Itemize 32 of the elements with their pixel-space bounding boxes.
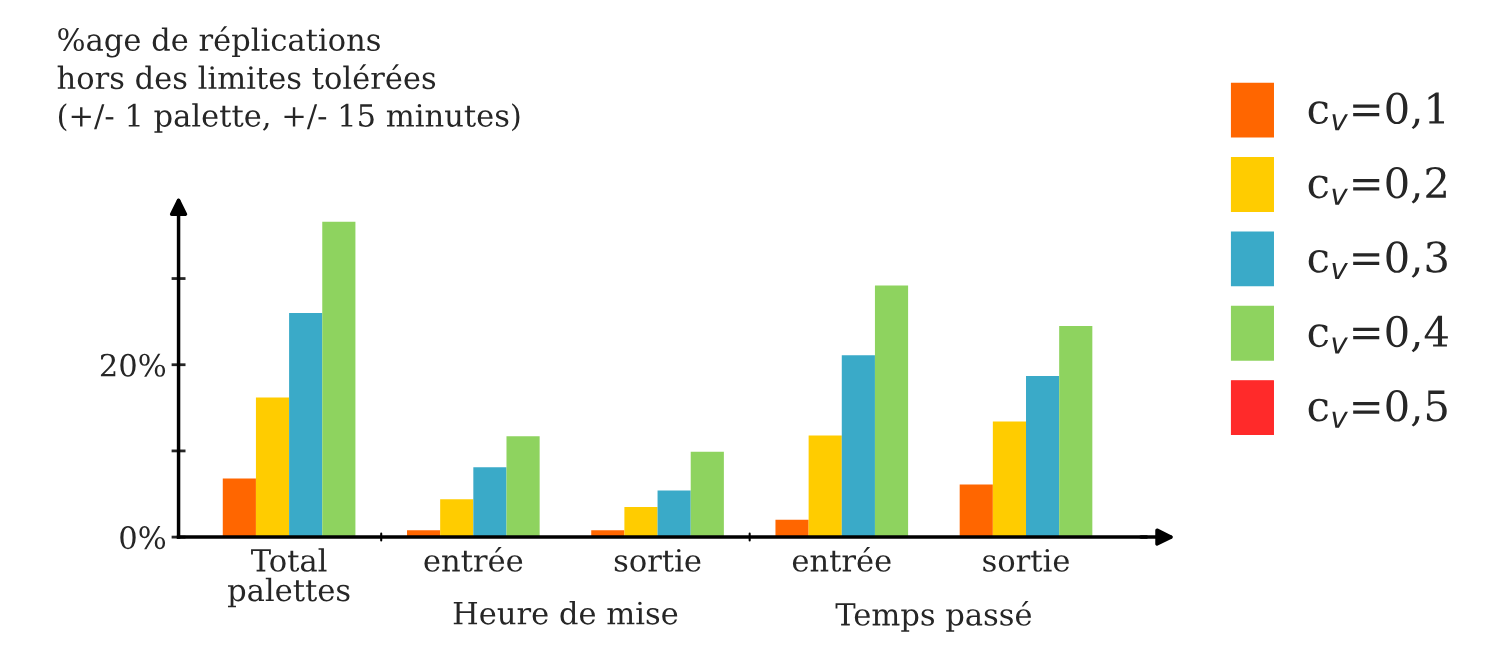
bar (657, 490, 691, 538)
legend-label: c$_{v}$=0,5 (1308, 390, 1447, 428)
bar (690, 451, 724, 538)
y-tick-label: 20% (100, 353, 166, 377)
bar (506, 436, 540, 538)
bar (874, 285, 909, 538)
bar (289, 313, 323, 538)
x-tick-label: sortie (614, 548, 701, 572)
bar (808, 435, 842, 538)
legend-label: c$_{v}$=0,3 (1308, 241, 1447, 280)
legend-label: c$_{v}$=0,1 (1308, 92, 1445, 131)
y-tick-label: 0% (120, 526, 166, 550)
legend-label: c$_{v}$=0,4 (1308, 315, 1448, 354)
bar (322, 221, 356, 538)
x-tick-label: entrée (424, 546, 523, 572)
bar (841, 355, 875, 538)
bar (473, 467, 507, 538)
legend-label: c$_{v}$=0,2 (1308, 166, 1446, 205)
bar (1026, 375, 1060, 538)
x-tick-label: sortie (983, 548, 1069, 572)
bar (255, 397, 290, 538)
x-tick-label: Total palettes (228, 548, 350, 608)
bar (222, 478, 256, 538)
bar (624, 506, 658, 538)
x-tick-label: entrée (792, 546, 891, 572)
bar (440, 499, 474, 538)
bar (992, 421, 1027, 538)
text: Temps passé (835, 600, 1031, 632)
bar (1059, 325, 1093, 538)
text: Heure de mise (453, 600, 678, 625)
bar (959, 484, 993, 538)
y-axis-title: %age de réplications hors des limites tolérées (+/- 1 palette, +/- 15 minutes) (57, 26, 520, 133)
